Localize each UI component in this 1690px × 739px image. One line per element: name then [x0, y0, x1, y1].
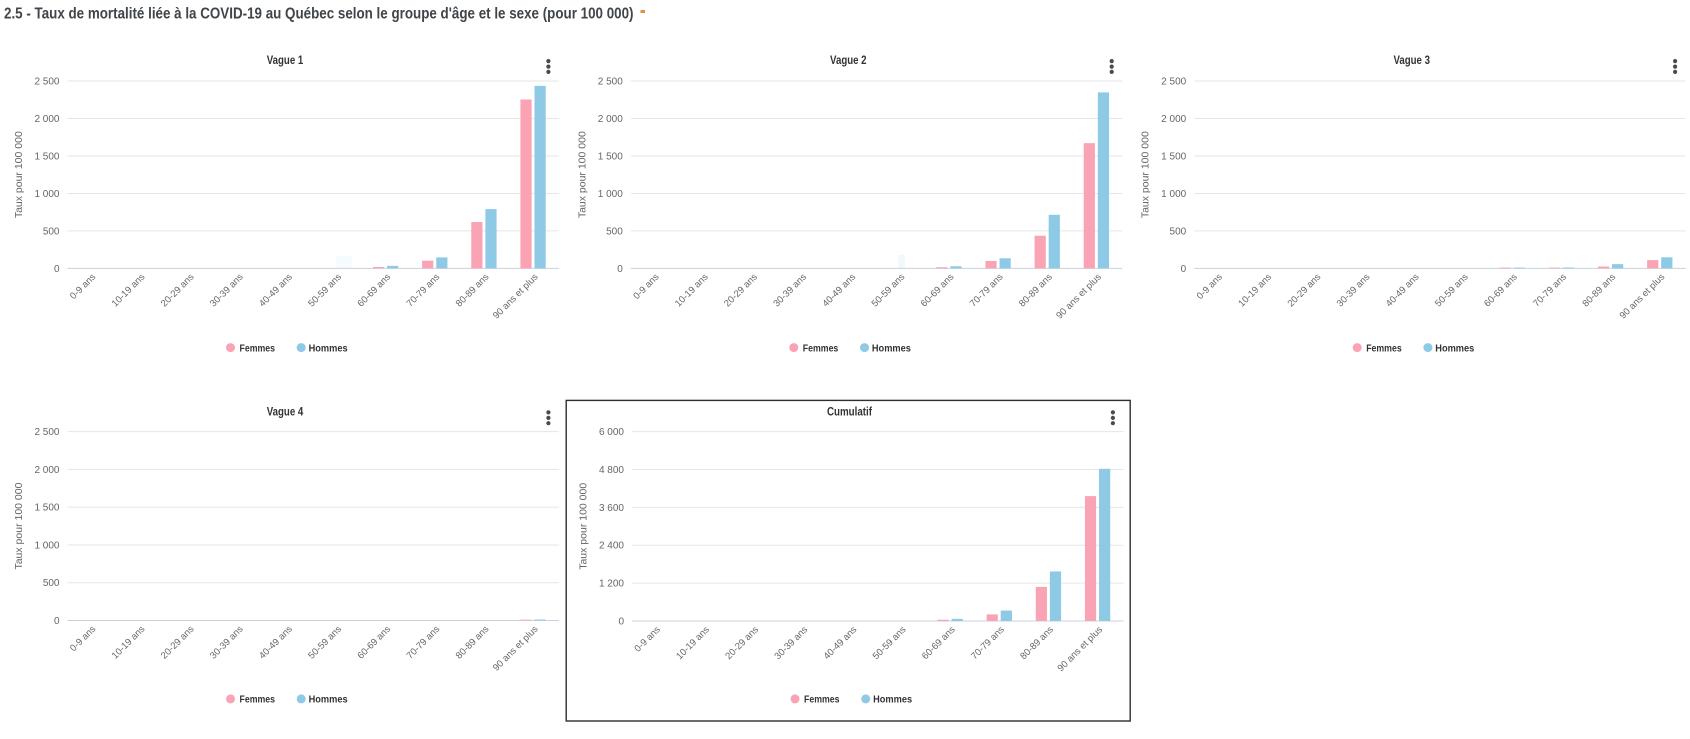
svg-text:2 500: 2 500 — [598, 77, 623, 88]
svg-text:Vague 2: Vague 2 — [830, 55, 867, 67]
svg-text:Femmes: Femmes — [240, 342, 276, 354]
svg-text:1 000: 1 000 — [34, 189, 59, 200]
svg-text:0: 0 — [1181, 264, 1187, 275]
svg-text:0: 0 — [617, 264, 623, 275]
svg-text:Vague 1: Vague 1 — [267, 55, 304, 67]
svg-text:0: 0 — [618, 617, 624, 628]
svg-text:0: 0 — [54, 264, 60, 275]
svg-text:Taux pour 100 000: Taux pour 100 000 — [1140, 131, 1152, 218]
svg-text:2 000: 2 000 — [34, 465, 59, 476]
svg-text:2 500: 2 500 — [1161, 77, 1186, 88]
svg-text:Hommes: Hommes — [309, 342, 348, 354]
svg-text:500: 500 — [606, 226, 623, 237]
svg-text:Taux pour 100 000: Taux pour 100 000 — [13, 482, 25, 569]
svg-text:2 000: 2 000 — [598, 114, 623, 125]
svg-text:Hommes: Hommes — [873, 694, 912, 706]
svg-text:1 200: 1 200 — [599, 579, 624, 590]
svg-text:1 500: 1 500 — [34, 151, 59, 162]
svg-text:Taux pour 100 000: Taux pour 100 000 — [13, 131, 25, 218]
svg-text:500: 500 — [43, 578, 60, 589]
svg-text:Cumulatif: Cumulatif — [827, 406, 872, 418]
svg-text:1 000: 1 000 — [1161, 189, 1186, 200]
svg-text:Taux pour 100 000: Taux pour 100 000 — [578, 483, 590, 570]
svg-text:Hommes: Hommes — [1435, 342, 1474, 354]
svg-text:Femmes: Femmes — [804, 694, 840, 706]
svg-text:2.5 - Taux de mortalité liée à: 2.5 - Taux de mortalité liée à la COVID-… — [4, 6, 634, 23]
svg-text:Vague 3: Vague 3 — [1393, 55, 1430, 67]
svg-text:500: 500 — [1170, 226, 1187, 237]
svg-text:1 500: 1 500 — [34, 503, 59, 514]
svg-text:1 500: 1 500 — [1161, 151, 1186, 162]
svg-text:2 000: 2 000 — [34, 114, 59, 125]
svg-text:3 600: 3 600 — [599, 503, 624, 514]
svg-text:Hommes: Hommes — [309, 694, 348, 706]
svg-text:500: 500 — [43, 226, 60, 237]
svg-text:2 000: 2 000 — [1161, 114, 1186, 125]
svg-text:1 500: 1 500 — [598, 151, 623, 162]
svg-text:Hommes: Hommes — [872, 342, 911, 354]
svg-text:0: 0 — [54, 616, 60, 627]
svg-text:2 500: 2 500 — [34, 427, 59, 438]
svg-text:4 800: 4 800 — [599, 465, 624, 476]
svg-text:Femmes: Femmes — [1366, 342, 1402, 354]
svg-text:1 000: 1 000 — [598, 189, 623, 200]
svg-text:Taux pour 100 000: Taux pour 100 000 — [576, 131, 588, 218]
svg-text:Femmes: Femmes — [240, 694, 276, 706]
svg-text:6 000: 6 000 — [599, 427, 624, 438]
svg-text:2 500: 2 500 — [34, 77, 59, 88]
svg-text:Vague 4: Vague 4 — [267, 406, 304, 418]
svg-text:2 400: 2 400 — [599, 541, 624, 552]
svg-text:1 000: 1 000 — [34, 540, 59, 551]
svg-text:Femmes: Femmes — [803, 342, 839, 354]
